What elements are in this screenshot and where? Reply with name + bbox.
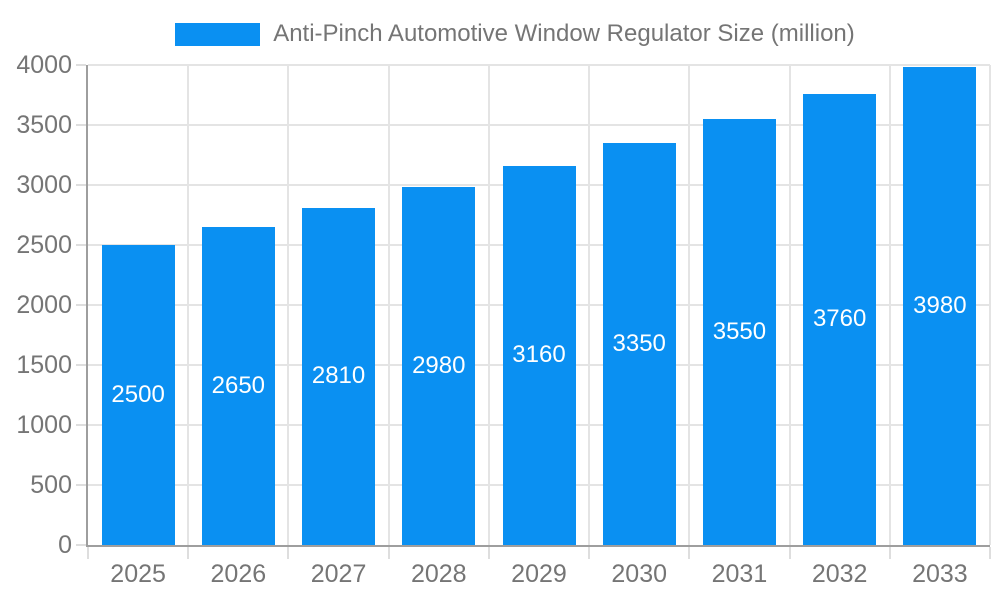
y-axis-label: 500 [30, 471, 72, 499]
x-axis-tick [688, 547, 691, 559]
gridline-horizontal [88, 64, 990, 66]
x-axis-label: 2025 [110, 560, 166, 588]
bar-value-label: 2500 [111, 381, 165, 408]
y-axis-label: 0 [58, 531, 72, 559]
bar: 3350 [602, 143, 676, 545]
y-axis-label: 4000 [16, 51, 72, 79]
gridline-vertical [387, 65, 390, 545]
gridline-vertical [187, 65, 190, 545]
y-axis-tick [76, 484, 86, 486]
y-axis-tick [76, 64, 86, 66]
x-axis-tick [487, 547, 490, 559]
bar: 2810 [302, 207, 376, 545]
gridline-vertical [888, 65, 891, 545]
x-axis-tick [588, 547, 591, 559]
y-axis-label: 1000 [16, 411, 72, 439]
x-axis-tick [187, 547, 190, 559]
bar-value-label: 2650 [211, 372, 266, 399]
gridline-vertical [788, 65, 791, 545]
bar: 2650 [201, 227, 275, 545]
y-axis-tick [76, 184, 86, 186]
x-axis-label: 2031 [711, 560, 768, 588]
bar: 2980 [402, 187, 476, 545]
bar: 3550 [702, 119, 776, 545]
x-axis-label: 2029 [511, 560, 567, 588]
bar: 3160 [502, 165, 576, 545]
bar-value-label: 2810 [311, 362, 366, 390]
y-axis-tick [76, 304, 86, 306]
chart-title: Anti-Pinch Automotive Window Regulator S… [273, 20, 855, 47]
y-axis-label: 2500 [16, 231, 72, 259]
x-axis-tick [87, 547, 89, 559]
x-axis-label: 2028 [410, 560, 467, 588]
y-axis-tick [76, 244, 86, 246]
bar-value-label: 3980 [913, 292, 967, 320]
y-axis-tick [76, 364, 86, 366]
gridline-vertical [688, 65, 691, 545]
gridline-vertical [588, 65, 591, 545]
x-axis-tick [888, 547, 891, 559]
plot-area: 0 500 1000 1500 2000 2500 3000 3500 4000 2500 2025… [16, 51, 991, 588]
x-axis-tick [387, 547, 390, 559]
bar-value-label: 3550 [712, 318, 767, 345]
gridline-vertical [487, 65, 490, 545]
bar-value-label: 3160 [512, 341, 566, 369]
x-axis-label: 2033 [912, 560, 968, 588]
bar: 3760 [803, 93, 877, 545]
bar: 2500 [101, 245, 175, 545]
bar: 3980 [903, 67, 977, 545]
legend-swatch[interactable] [175, 22, 261, 46]
y-axis-label: 1500 [16, 351, 72, 379]
x-axis-label: 2026 [210, 560, 267, 588]
bar-value-label: 3350 [612, 330, 666, 357]
y-axis-label: 3000 [16, 171, 72, 199]
y-axis-tick [76, 124, 86, 126]
bar-value-label: 2980 [412, 352, 466, 380]
x-axis-tick [287, 547, 290, 559]
y-axis-label: 3500 [16, 111, 72, 139]
gridline-horizontal [88, 124, 990, 126]
x-axis-label: 2030 [611, 560, 668, 588]
y-axis-tick [76, 544, 86, 546]
x-axis-tick [989, 547, 991, 559]
gridline-vertical [989, 65, 991, 545]
x-axis-label: 2027 [310, 560, 367, 588]
x-axis-tick [788, 547, 791, 559]
y-axis-tick [76, 424, 86, 426]
x-axis-label: 2032 [811, 560, 868, 588]
legend[interactable]: Anti-Pinch Automotive Window Regulator S… [15, 20, 1000, 48]
bar-value-label: 3760 [812, 305, 867, 333]
gridline-vertical [287, 65, 290, 545]
y-axis-label: 2000 [16, 291, 72, 319]
